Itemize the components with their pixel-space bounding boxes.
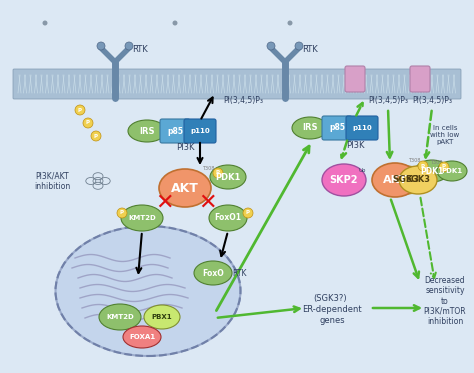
Ellipse shape [243, 208, 253, 218]
FancyArrowPatch shape [220, 233, 228, 256]
Text: p85: p85 [167, 126, 183, 135]
Text: (SGK3?): (SGK3?) [313, 294, 347, 303]
Ellipse shape [121, 205, 163, 231]
Text: FoxO: FoxO [202, 269, 224, 278]
Text: PI(3,4,5)P₃: PI(3,4,5)P₃ [412, 97, 452, 106]
Text: p110: p110 [352, 125, 372, 131]
FancyArrowPatch shape [356, 103, 363, 116]
Text: IRS: IRS [302, 123, 318, 132]
FancyArrowPatch shape [137, 234, 142, 273]
Ellipse shape [159, 169, 211, 207]
Ellipse shape [210, 165, 246, 189]
Text: In cells
with low
pAKT: In cells with low pAKT [430, 125, 460, 145]
Text: AKT: AKT [383, 175, 408, 185]
Text: P: P [246, 210, 250, 216]
Text: PDK1: PDK1 [441, 168, 463, 174]
Text: P: P [442, 164, 446, 169]
Text: FOXA1: FOXA1 [129, 334, 155, 340]
FancyBboxPatch shape [410, 66, 430, 92]
Text: SKP2: SKP2 [330, 175, 358, 185]
Ellipse shape [322, 164, 366, 196]
Ellipse shape [55, 226, 240, 356]
FancyArrowPatch shape [218, 307, 300, 318]
Ellipse shape [75, 105, 85, 115]
Ellipse shape [387, 166, 425, 194]
Text: ✕: ✕ [199, 193, 217, 213]
Text: T308: T308 [202, 166, 214, 170]
Text: T308: T308 [408, 159, 420, 163]
Text: p110: p110 [190, 128, 210, 134]
FancyBboxPatch shape [346, 116, 378, 140]
Text: PI(3,4,5)P₃: PI(3,4,5)P₃ [223, 97, 263, 106]
FancyArrowPatch shape [198, 143, 202, 163]
Ellipse shape [415, 160, 449, 182]
Text: AKT: AKT [171, 182, 199, 194]
FancyBboxPatch shape [160, 119, 190, 143]
FancyArrowPatch shape [341, 141, 347, 158]
FancyArrowPatch shape [387, 111, 392, 157]
Text: P: P [421, 163, 425, 169]
Text: Ub: Ub [358, 167, 366, 172]
FancyArrowPatch shape [373, 305, 419, 311]
Ellipse shape [418, 161, 428, 171]
Ellipse shape [128, 120, 166, 142]
Text: KMT2D: KMT2D [128, 215, 156, 221]
Text: P: P [86, 120, 90, 125]
Text: Decreased
sensitivity
to
PI3K/mTOR
inhibition: Decreased sensitivity to PI3K/mTOR inhib… [424, 276, 466, 326]
FancyArrowPatch shape [420, 198, 436, 278]
Ellipse shape [209, 205, 247, 231]
Text: ✕: ✕ [155, 193, 174, 213]
Text: FoxO1: FoxO1 [215, 213, 241, 223]
Ellipse shape [213, 168, 223, 178]
Text: ER-dependent
genes: ER-dependent genes [302, 305, 362, 325]
Text: P: P [94, 134, 98, 138]
Text: RTK: RTK [302, 46, 318, 54]
Ellipse shape [288, 21, 292, 25]
Ellipse shape [99, 304, 141, 330]
Ellipse shape [144, 305, 180, 329]
Ellipse shape [91, 131, 101, 141]
Text: T308: T308 [430, 160, 442, 164]
Text: PBX1: PBX1 [152, 314, 173, 320]
FancyBboxPatch shape [184, 119, 216, 143]
Text: PI3K: PI3K [176, 142, 194, 151]
FancyBboxPatch shape [345, 66, 365, 92]
Text: SGK3: SGK3 [405, 176, 430, 185]
Ellipse shape [372, 163, 418, 197]
Text: SGK3: SGK3 [392, 176, 419, 185]
Text: PI3K: PI3K [346, 141, 364, 150]
Ellipse shape [173, 21, 177, 25]
Text: PDK1: PDK1 [420, 166, 444, 176]
Ellipse shape [125, 42, 133, 50]
Text: PI(3,4,5)P₃: PI(3,4,5)P₃ [368, 97, 408, 106]
Text: PI3K/AKT
inhibition: PI3K/AKT inhibition [34, 171, 70, 191]
Ellipse shape [43, 21, 47, 25]
Ellipse shape [117, 208, 127, 218]
FancyBboxPatch shape [322, 116, 352, 140]
Text: KMT2D: KMT2D [106, 314, 134, 320]
Ellipse shape [295, 42, 303, 50]
Ellipse shape [399, 166, 437, 194]
FancyBboxPatch shape [13, 69, 461, 99]
Text: P: P [216, 170, 220, 176]
Ellipse shape [123, 326, 161, 348]
Ellipse shape [292, 117, 328, 139]
Text: RTK: RTK [132, 46, 148, 54]
Ellipse shape [267, 42, 275, 50]
Text: p85: p85 [329, 123, 345, 132]
Ellipse shape [83, 118, 93, 128]
FancyArrowPatch shape [391, 200, 419, 278]
Text: IRS: IRS [139, 126, 155, 135]
FancyArrowPatch shape [201, 97, 212, 119]
Ellipse shape [437, 161, 467, 181]
Ellipse shape [97, 42, 105, 50]
Ellipse shape [194, 261, 232, 285]
Text: PDK1: PDK1 [215, 172, 241, 182]
Text: P: P [120, 210, 124, 216]
FancyArrowPatch shape [216, 146, 309, 311]
Ellipse shape [385, 167, 421, 193]
Text: RTK: RTK [233, 269, 247, 278]
Ellipse shape [439, 162, 449, 172]
FancyArrowPatch shape [424, 111, 432, 157]
